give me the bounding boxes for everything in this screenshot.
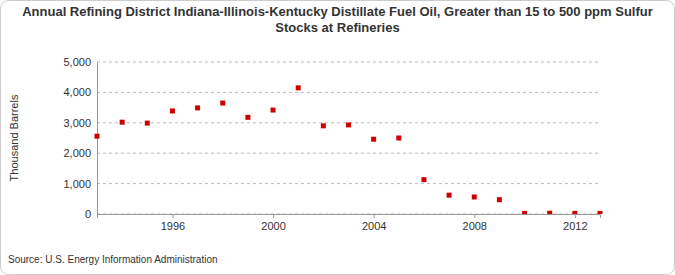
grid-line — [97, 153, 600, 154]
y-tick: 5,000 — [63, 56, 97, 68]
x-tick-mark — [374, 214, 375, 218]
point — [497, 197, 502, 202]
point — [120, 120, 125, 125]
x-tick-label: 1996 — [161, 220, 185, 232]
y-tick: 4,000 — [63, 86, 97, 98]
grid-line — [97, 92, 600, 93]
x-tick-label: 2000 — [261, 220, 285, 232]
points — [95, 85, 603, 214]
frame — [1, 1, 675, 275]
grid — [97, 62, 600, 214]
point — [522, 211, 527, 214]
point — [598, 211, 603, 214]
x-tick-mark — [273, 214, 274, 218]
y-tick-label: 1,000 — [63, 178, 91, 190]
x-tick-label: 2004 — [362, 220, 386, 232]
point — [572, 211, 577, 214]
y-axis-title: Thousand Barrels — [8, 94, 20, 181]
point — [447, 193, 452, 198]
point — [195, 105, 200, 110]
y-tick: 3,000 — [63, 117, 97, 129]
source: Source: U.S. Energy Information Administ… — [8, 254, 218, 265]
x-axis-line — [98, 215, 601, 219]
plot: 0 1,000 2,000 3,000 4,000 5,000 1996 2000 2004 20… — [63, 56, 602, 232]
title: Annual Refining District Indiana-Illinoi… — [22, 4, 653, 35]
x-tick-mark — [474, 214, 475, 218]
point — [346, 122, 351, 127]
y-axis: 0 1,000 2,000 3,000 4,000 5,000 — [63, 56, 97, 220]
grid-line — [97, 183, 600, 184]
point — [421, 177, 426, 182]
x-tick-label: 2008 — [463, 220, 487, 232]
point — [547, 211, 552, 214]
point — [396, 136, 401, 141]
point — [321, 123, 326, 128]
x-tick-mark — [172, 214, 173, 218]
y-tick: 1,000 — [63, 178, 97, 190]
grid-line — [97, 62, 600, 63]
x-tick: 2000 — [261, 214, 285, 232]
x-axis: 1996 2000 2004 2008 2012 — [98, 214, 601, 232]
y-tick: 2,000 — [63, 147, 97, 159]
point — [472, 194, 477, 199]
point — [245, 115, 250, 120]
x-tick: 2012 — [563, 214, 587, 232]
point — [271, 108, 276, 113]
x-tick-mark — [575, 214, 576, 218]
y-tick-label: 0 — [85, 208, 91, 220]
x-tick: 1996 — [161, 214, 185, 232]
point — [170, 108, 175, 113]
x-tick-label: 2012 — [563, 220, 587, 232]
point — [145, 121, 150, 126]
point — [220, 101, 225, 106]
x-tick: 2008 — [463, 214, 487, 232]
chart: 0 1,000 2,000 3,000 4,000 5,000 1996 2000 2004 20… — [0, 0, 675, 275]
point — [296, 85, 301, 90]
y-tick-label: 4,000 — [63, 86, 91, 98]
point — [371, 137, 376, 142]
y-tick-label: 2,000 — [63, 147, 91, 159]
x-tick: 2004 — [362, 214, 386, 232]
y-tick-label: 5,000 — [63, 56, 91, 68]
y-tick: 0 — [85, 208, 97, 220]
point — [95, 134, 100, 139]
y-tick-label: 3,000 — [63, 117, 91, 129]
